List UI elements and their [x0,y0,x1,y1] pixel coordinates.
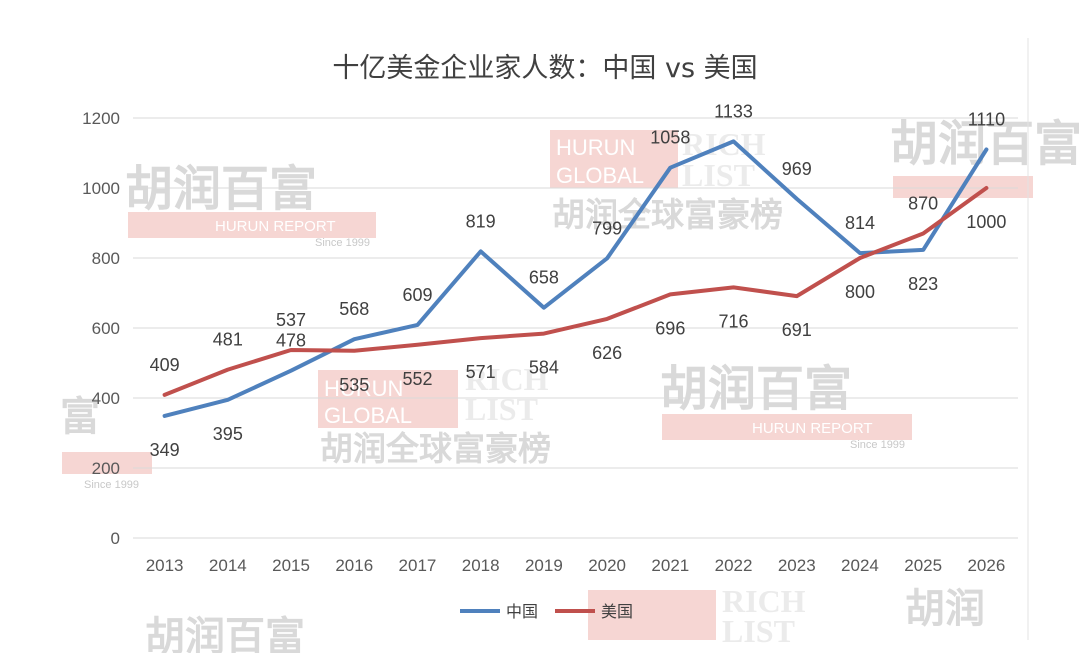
data-label-usa: 691 [782,320,812,340]
watermark-logo-left-edge: 富 Since 1999 [60,394,152,491]
chart-title: 十亿美金企业家人数：中国 vs 美国 [332,53,757,84]
y-axis: 0 200 400 600 800 1000 1200 [82,109,120,548]
svg-text:LIST: LIST [722,613,795,649]
svg-text:LIST: LIST [465,391,538,427]
x-tick-label: 2016 [335,556,373,575]
svg-text:HURUN: HURUN [556,135,635,160]
data-label-usa: 535 [339,375,369,395]
data-label-china: 819 [466,211,496,231]
svg-text:GLOBAL: GLOBAL [324,403,412,428]
x-tick-label: 2020 [588,556,626,575]
svg-text:胡润百富: 胡润百富 [145,614,305,653]
svg-text:胡润百富: 胡润百富 [890,116,1080,172]
data-label-usa: 409 [150,355,180,375]
y-tick-label: 1200 [82,109,120,128]
legend-label-usa: 美国 [601,602,633,621]
svg-text:胡润全球富豪榜: 胡润全球富豪榜 [320,429,551,468]
x-tick-label: 2017 [399,556,437,575]
x-tick-label: 2022 [715,556,753,575]
legend: 中国 美国 [460,602,633,621]
watermark-logo-mid-right: 胡润百富 HURUN REPORT Since 1999 [660,361,912,451]
data-labels: 349 395 478 568 609 819 658 799 1058 1133 969 814 82… [150,101,1007,459]
data-label-china: 349 [150,440,180,460]
y-tick-label: 800 [92,249,120,268]
watermark-list-mid: HURUN GLOBAL RICH LIST 胡润全球富豪榜 [318,361,551,468]
data-label-china: 1110 [968,110,1005,130]
x-tick-label: 2024 [841,556,879,575]
svg-text:RICH: RICH [465,361,549,397]
y-tick-label: 0 [111,529,120,548]
svg-text:胡润百富: 胡润百富 [125,161,317,217]
data-label-usa: 870 [908,194,938,214]
data-label-china: 814 [845,213,875,233]
x-axis: 2013 2014 2015 2016 2017 2018 2019 2020 2021 2022… [146,556,1006,575]
x-tick-label: 2019 [525,556,563,575]
series-line-usa [162,186,989,397]
data-label-china: 799 [592,218,622,238]
y-tick-label: 600 [92,319,120,338]
x-tick-label: 2014 [209,556,247,575]
x-tick-label: 2015 [272,556,310,575]
data-label-usa: 696 [655,318,685,338]
svg-text:HURUN REPORT: HURUN REPORT [215,218,336,235]
x-tick-label: 2021 [651,556,689,575]
data-label-usa: 584 [529,358,559,378]
svg-text:胡润全球富豪榜: 胡润全球富豪榜 [552,195,783,234]
data-label-usa: 1000 [966,212,1006,232]
data-label-usa: 481 [213,330,243,350]
svg-text:胡润百富: 胡润百富 [660,361,852,417]
svg-text:胡润: 胡润 [905,586,985,632]
data-label-china: 568 [339,299,369,319]
data-label-usa: 537 [276,310,306,330]
watermark-layer: 胡润百富 HURUN REPORT Since 1999 HURUN GLOBA… [60,38,1080,653]
watermark-list-top-center: HURUN GLOBAL RICH LIST 胡润全球富豪榜 [550,126,783,234]
x-tick-label: 2025 [904,556,942,575]
data-label-china: 658 [529,268,559,288]
x-tick-label: 2023 [778,556,816,575]
svg-text:RICH: RICH [722,583,806,619]
data-label-china: 969 [782,159,812,179]
data-label-usa: 716 [719,311,749,331]
data-label-china: 609 [402,285,432,305]
svg-text:Since 1999: Since 1999 [850,439,905,451]
watermark-bottom-row: 胡润百富 RICH LIST 胡润 [145,583,985,653]
svg-text:HURUN REPORT: HURUN REPORT [752,420,873,437]
y-tick-label: 1000 [82,179,120,198]
data-label-usa: 626 [592,343,622,363]
data-label-usa: 552 [402,369,432,389]
data-label-china: 823 [908,274,938,294]
data-label-usa: 571 [466,362,496,382]
x-tick-label: 2013 [146,556,184,575]
data-label-china: 395 [213,424,243,444]
y-tick-label: 200 [92,459,120,478]
svg-text:Since 1999: Since 1999 [315,237,370,249]
svg-text:富: 富 [60,394,100,440]
x-tick-label: 2026 [967,556,1005,575]
svg-text:Since 1999: Since 1999 [84,479,139,491]
gridlines [133,117,1018,539]
x-tick-label: 2018 [462,556,500,575]
series-lines [162,139,989,418]
data-label-china: 1133 [714,101,753,121]
svg-text:HURUN: HURUN [324,376,403,401]
series-line-china [162,139,989,418]
y-tick-label: 400 [92,389,120,408]
svg-text:GLOBAL: GLOBAL [556,163,644,188]
svg-text:LIST: LIST [682,157,755,193]
data-label-china: 1058 [650,128,690,148]
watermark-logo-top-left: 胡润百富 HURUN REPORT Since 1999 [125,161,376,249]
data-label-usa: 800 [845,282,875,302]
legend-label-china: 中国 [506,602,538,621]
data-label-china: 478 [276,331,306,351]
